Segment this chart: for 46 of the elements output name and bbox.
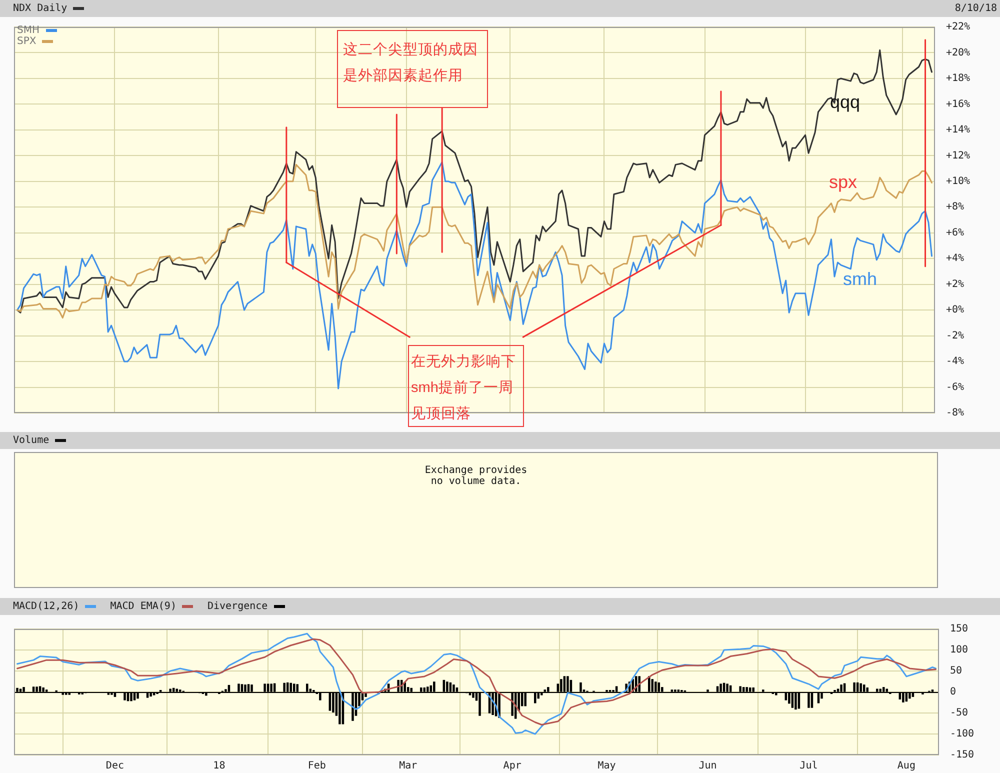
annotation: 这二个尖型顶的成因是外部因素起作用 — [337, 30, 488, 108]
y-tick-label: 150 — [950, 624, 968, 635]
y-tick-label: +4% — [946, 253, 964, 264]
x-tick-label: Jun — [698, 760, 717, 772]
legend-label: Divergence — [207, 601, 268, 612]
y-tick-label: +12% — [946, 150, 970, 162]
y-tick-label: 50 — [950, 666, 962, 677]
y-tick-label: +16% — [946, 98, 970, 110]
x-tick-label: Feb — [308, 760, 326, 772]
y-tick-label: -8% — [946, 408, 964, 419]
annotation: spx — [829, 171, 858, 193]
y-tick-label: +6% — [946, 227, 964, 238]
y-tick-label: -100 — [950, 728, 974, 740]
y-tick-label: +0% — [946, 304, 964, 316]
y-tick-label: +8% — [946, 202, 964, 213]
text: Exchange provides no volume data. — [424, 465, 528, 487]
y-tick-label: +2% — [946, 278, 964, 290]
annotation: qqq — [830, 91, 860, 113]
x-tick-label: Aug — [897, 760, 916, 772]
y-tick-label: +18% — [946, 73, 970, 84]
x-tick-label: Mar — [399, 760, 418, 772]
y-tick-label: 100 — [950, 644, 968, 656]
y-tick-label: -150 — [950, 750, 974, 761]
y-tick-label: +22% — [946, 22, 970, 33]
x-tick-label: 18 — [213, 760, 226, 772]
legend-label: MACD EMA(9) — [110, 601, 176, 612]
x-tick-label: Jul — [800, 760, 818, 772]
legend-label: SMH — [17, 25, 40, 36]
annotation: smh — [843, 268, 878, 290]
legend-label: SPX — [17, 36, 36, 47]
x-tick-label: Apr — [503, 760, 522, 772]
y-tick-label: +20% — [946, 47, 970, 58]
y-tick-label: -4% — [946, 356, 964, 368]
y-tick-label: +14% — [946, 124, 970, 136]
y-tick-label: +10% — [946, 176, 970, 187]
y-tick-label: 0 — [950, 686, 956, 698]
text: 8/10/18 — [954, 3, 998, 14]
legend-label: MACD(12,26) — [13, 601, 80, 612]
y-tick-label: -2% — [946, 330, 964, 342]
x-tick-label: Dec — [106, 760, 124, 772]
legend-label: NDX Daily — [13, 3, 68, 14]
annotation: 在无外力影响下smh提前了一周见顶回落 — [408, 345, 524, 427]
text: Volume — [13, 435, 50, 446]
x-tick-label: May — [598, 760, 616, 772]
y-tick-label: -50 — [950, 708, 968, 719]
y-tick-label: -6% — [946, 382, 964, 393]
